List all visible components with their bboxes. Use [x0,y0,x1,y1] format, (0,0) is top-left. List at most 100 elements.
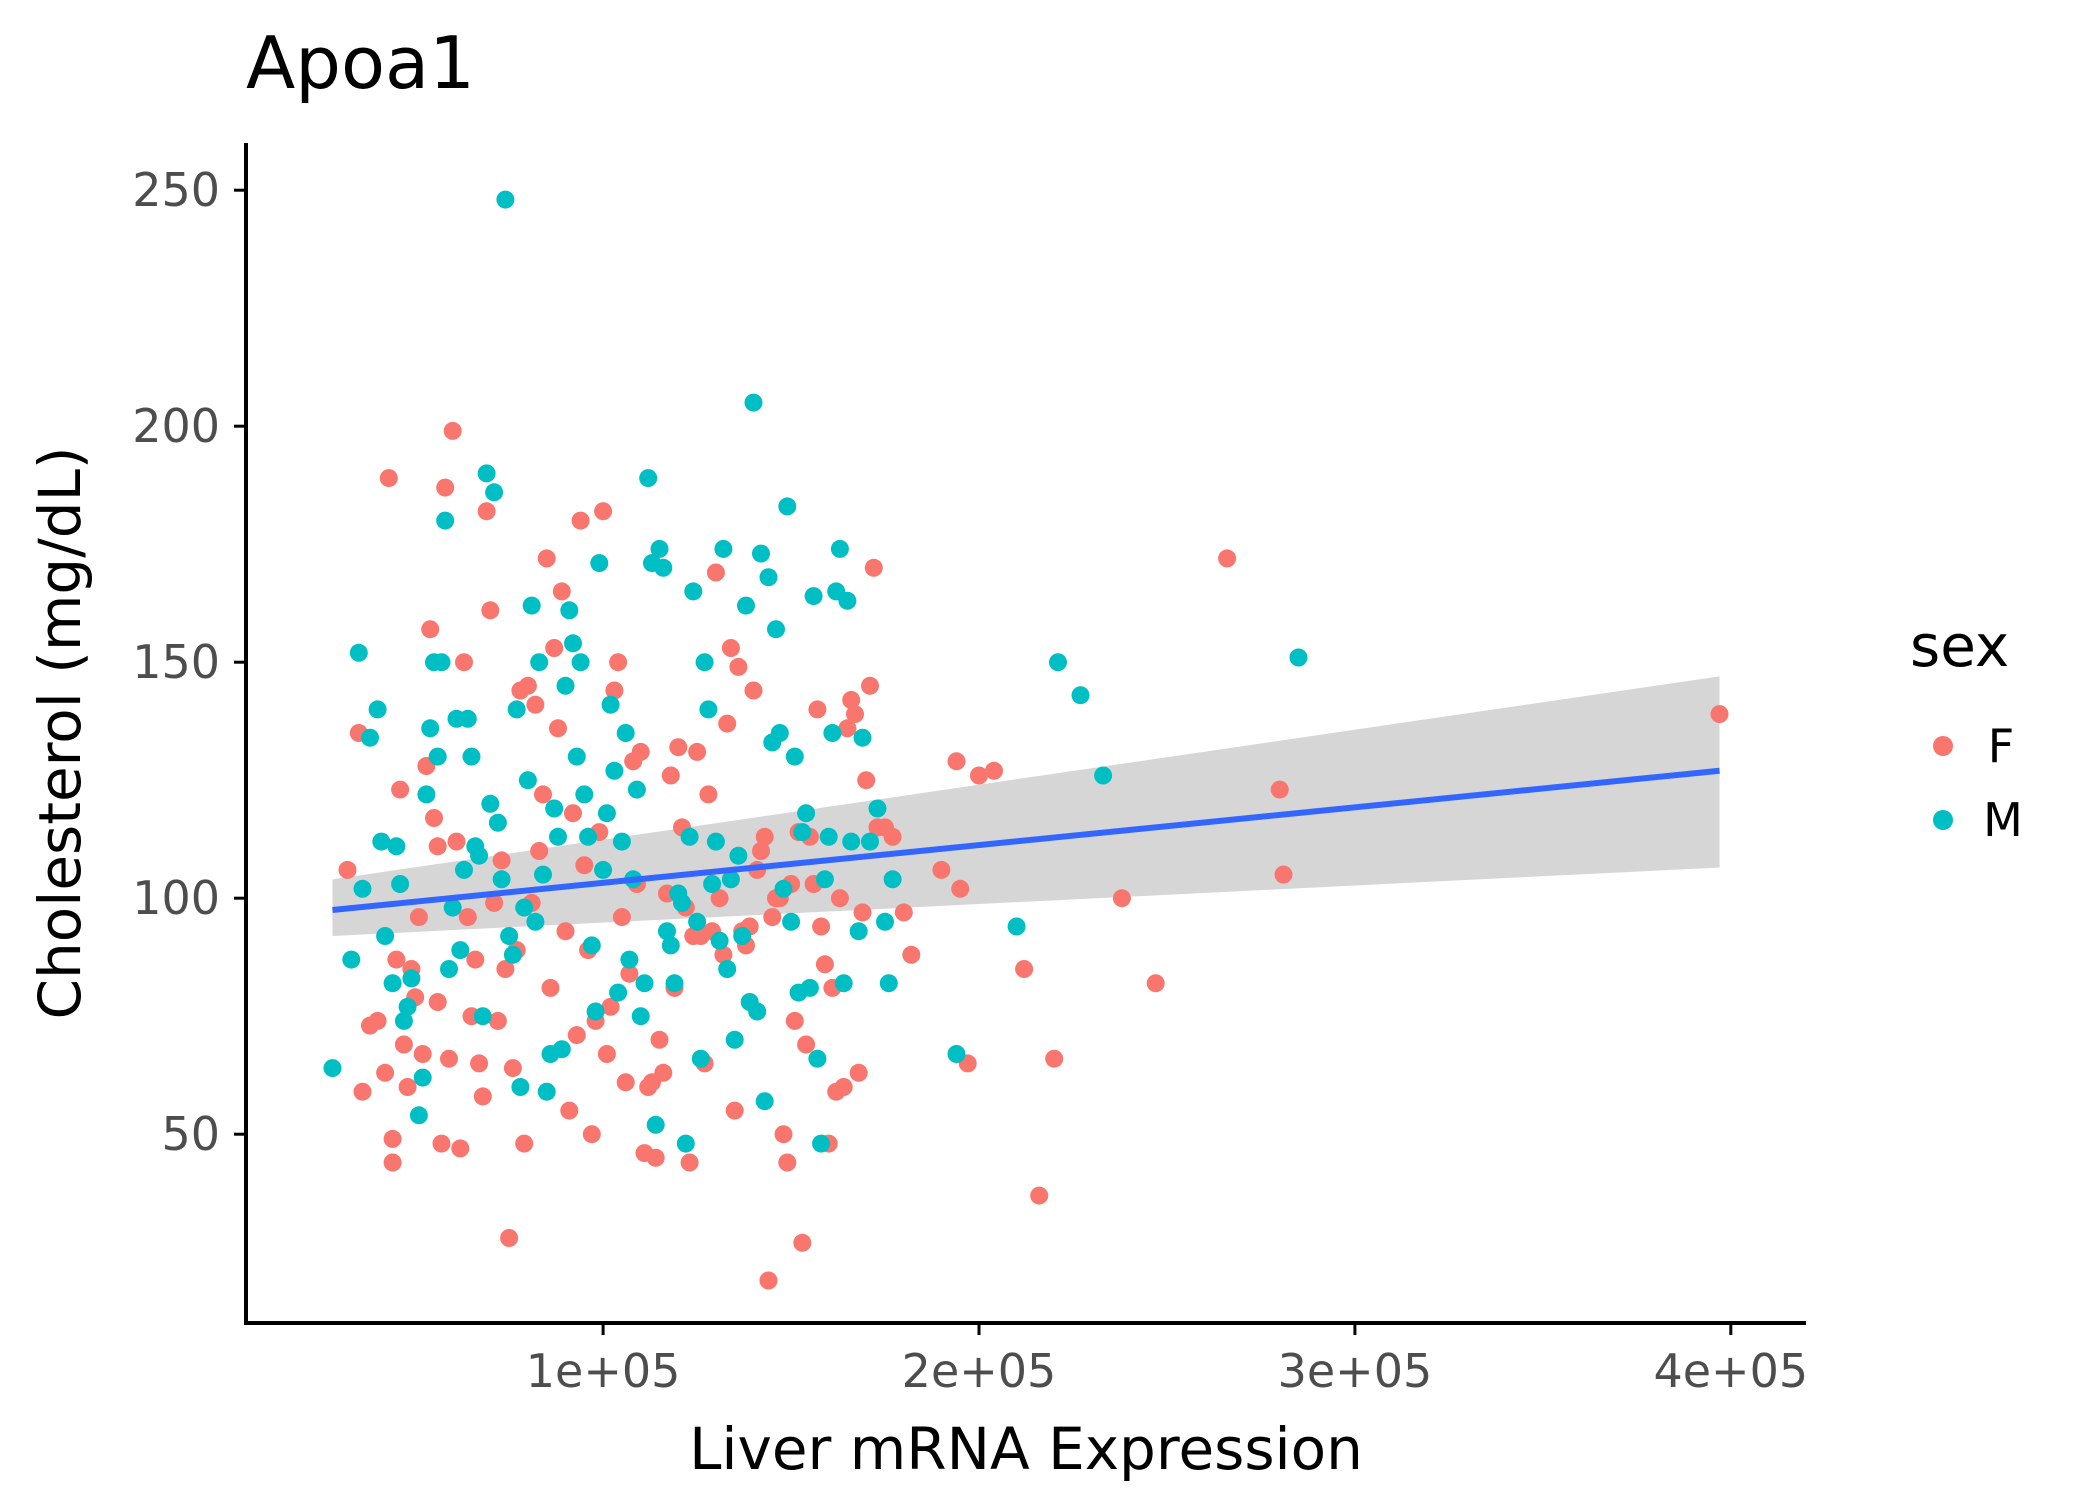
data-point-m [691,1049,710,1068]
data-point-m [522,596,541,615]
data-point-m [823,724,842,742]
data-point-f [947,752,966,771]
data-point-f [597,1045,616,1063]
data-point-m [744,393,763,412]
data-point-m [639,469,658,488]
data-point-m [609,983,628,1002]
data-point-f [631,742,650,761]
data-point-m [804,587,823,606]
data-point-m [394,1011,413,1030]
data-point-m [680,827,699,846]
data-point-f [605,681,624,700]
data-point-f [718,714,737,733]
data-point-m [838,591,857,610]
data-point-m [518,771,537,790]
data-point-f [609,653,628,672]
data-point-m [815,870,834,889]
data-point-f [421,620,440,639]
data-point-m [849,922,868,941]
data-point-m [552,1040,571,1059]
data-point-f [503,1059,522,1078]
data-point-f [383,1129,402,1148]
data-point-m [620,950,639,969]
data-point-f [669,738,688,757]
data-point-m [440,960,458,978]
data-point-m [785,747,804,766]
data-point-m [879,974,898,993]
y-tick-label: 200 [132,399,220,453]
data-point-m [1049,653,1067,672]
data-point-f [985,761,1003,780]
data-point-f [492,851,511,870]
data-point-f [1710,705,1729,724]
data-point-f [1112,889,1131,908]
data-point-f [744,681,763,700]
data-point-f [560,1101,579,1120]
data-point-m [782,912,801,931]
data-point-m [534,865,552,884]
data-point-f [861,676,879,695]
data-point-m [853,728,872,747]
data-point-m [560,601,579,620]
data-point-m [752,544,770,563]
data-point-f [714,945,733,964]
data-point-f [428,993,447,1011]
data-point-m [646,1115,665,1134]
data-point-f [398,1078,417,1096]
data-point-m [601,695,620,714]
data-point-f [849,1063,868,1082]
data-point-f [496,960,515,978]
data-point-f [552,582,571,601]
data-point-f [541,978,560,997]
data-point-m [575,785,594,804]
data-point-f [1218,549,1237,568]
data-point-m [616,724,635,742]
data-point-m [455,860,473,879]
data-point-f [534,785,552,804]
data-point-m [451,941,470,960]
data-point-m [755,1092,774,1111]
data-point-f [725,1101,744,1120]
data-point-f [616,1073,635,1092]
data-point-m [770,724,789,742]
data-point-f [951,879,970,898]
y-tick-label: 50 [161,1107,220,1161]
data-point-f [601,997,620,1016]
data-point-f [425,809,443,827]
data-point-f [485,893,504,912]
data-point-f [620,964,639,983]
data-point-f [729,657,748,676]
data-point-m [797,804,816,823]
data-point-f [477,502,496,521]
data-point-m [342,950,361,969]
data-points-layer [323,190,1729,1290]
y-tick-label: 150 [132,635,220,689]
data-point-m [488,813,507,832]
data-point-m [556,676,575,695]
data-point-m [473,1007,492,1026]
x-tick-label: 3e+05 [1278,1344,1433,1398]
data-point-f [699,785,718,804]
data-point-m [688,912,707,931]
data-point-f [846,705,864,724]
data-point-m [808,1049,827,1068]
data-point-f [793,1233,812,1252]
data-point-f [368,1011,387,1030]
data-point-m [861,832,879,851]
data-point-m [511,1078,530,1096]
data-point-f [612,908,631,927]
data-point-m [635,974,654,993]
data-point-m [500,927,519,945]
data-point-f [394,1035,413,1054]
data-point-m [417,785,436,804]
data-point-f [902,945,921,964]
data-point-m [725,1030,744,1049]
confidence-band-layer [332,676,1720,936]
data-point-m [654,558,673,577]
data-point-m [947,1045,966,1063]
data-point-f [797,1035,816,1054]
data-point-m [564,634,582,653]
data-point-f [488,1011,507,1030]
data-point-f [1015,960,1034,978]
